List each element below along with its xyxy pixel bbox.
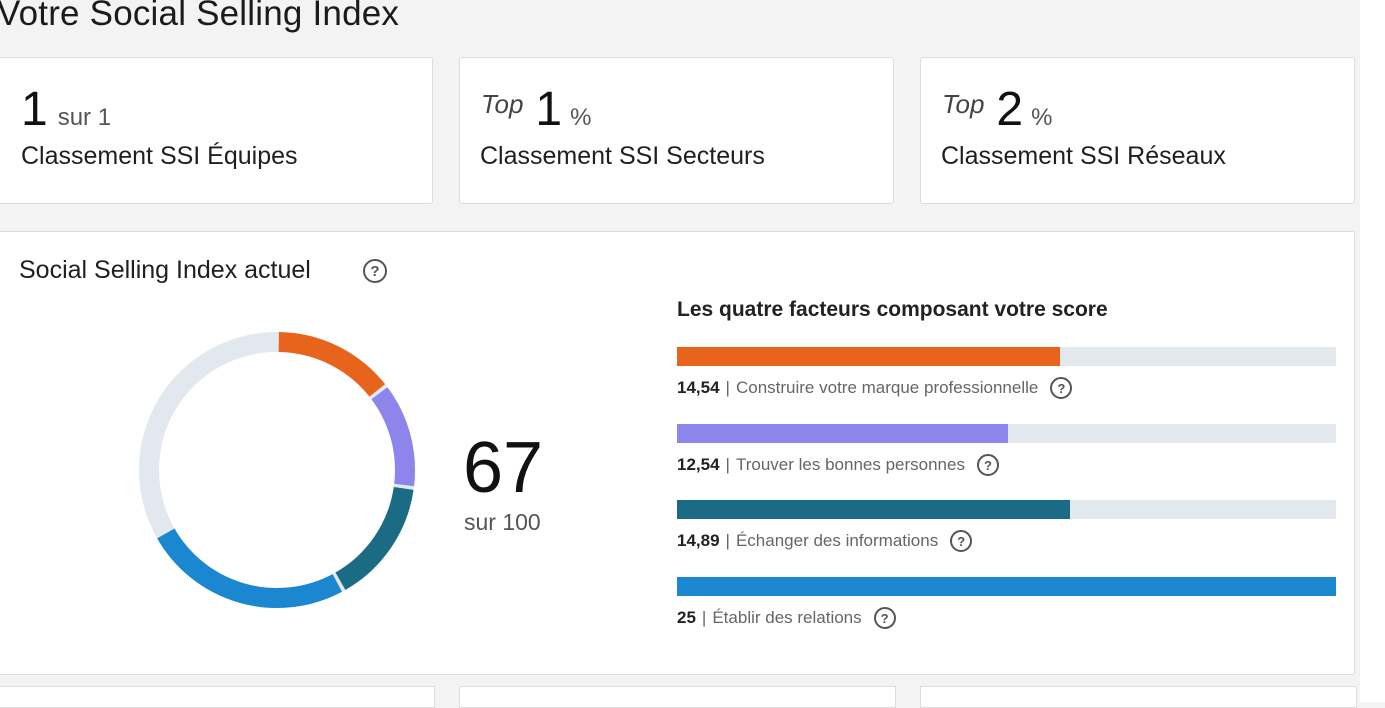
ssi-donut-chart [139, 332, 415, 608]
page-title: Votre Social Selling Index [0, 0, 400, 33]
separator: | [701, 608, 707, 627]
ranking-number: 2 [996, 83, 1024, 136]
factor-label: 12,54 | Trouver les bonnes personnes? [677, 454, 999, 476]
question-circle-icon[interactable]: ? [976, 454, 999, 476]
scroll-gutter [1360, 0, 1385, 702]
ssi-card: Social Selling Index actuel ? 67 sur 100… [0, 231, 1355, 675]
ranking-suffix: % [1031, 104, 1053, 131]
donut-segment [335, 486, 414, 590]
factor-label: 25 | Établir des relations? [677, 607, 896, 629]
ranking-suffix: % [570, 104, 592, 131]
factor-label: 14,54 | Construire votre marque profession… [677, 377, 1073, 399]
factor-bar-fill [677, 424, 1008, 443]
next-card-peek [459, 686, 896, 708]
ranking-value: 1 sur 1 [21, 86, 111, 134]
next-card-peek [920, 686, 1357, 708]
separator: | [725, 531, 730, 550]
donut-segment [371, 387, 415, 487]
ranking-value: Top 1 % [481, 86, 591, 134]
factor-label: 14,89 | Échanger des informations? [677, 530, 973, 552]
ssi-score: 67 [463, 428, 544, 508]
ranking-prefix: Top [481, 89, 524, 119]
factors-title: Les quatre facteurs composant votre scor… [677, 298, 1108, 321]
factor-value: 25 [677, 608, 696, 627]
factor-name: Trouver les bonnes personnes [735, 455, 965, 474]
donut-segment [278, 332, 386, 397]
next-card-peek [0, 686, 435, 708]
ranking-card-sectors: Top 1 % Classement SSI Secteurs [459, 57, 894, 204]
separator: | [725, 378, 730, 397]
ranking-suffix: sur 1 [57, 104, 112, 131]
ranking-label: Classement SSI Secteurs [480, 142, 765, 170]
ranking-value: Top 2 % [942, 86, 1052, 134]
factor-name: Échanger des informations [735, 531, 939, 550]
factor-bar-track [677, 500, 1336, 519]
ranking-label: Classement SSI Équipes [21, 142, 298, 170]
question-circle-icon[interactable]: ? [950, 530, 973, 552]
factor-bar-fill [677, 347, 1061, 366]
factor-name: Construire votre marque professionnelle [735, 378, 1039, 397]
separator: | [725, 455, 730, 474]
factor-value: 14,89 [677, 531, 720, 550]
factor-bar-fill [677, 577, 1336, 596]
ranking-number: 1 [535, 83, 563, 136]
ranking-prefix: Top [942, 89, 985, 119]
factor-bar-fill [677, 500, 1070, 519]
donut-segment [157, 528, 343, 608]
factor-bar-track [677, 577, 1336, 596]
factor-name: Établir des relations [712, 608, 862, 627]
factor-value: 14,54 [677, 378, 720, 397]
question-circle-icon[interactable]: ? [363, 259, 387, 283]
ranking-label: Classement SSI Réseaux [941, 142, 1226, 170]
question-circle-icon[interactable]: ? [1050, 377, 1073, 399]
factor-bar-track [677, 424, 1336, 443]
ranking-number: 1 [21, 83, 48, 136]
ranking-card-teams: 1 sur 1 Classement SSI Équipes [0, 57, 433, 204]
question-circle-icon[interactable]: ? [873, 607, 896, 629]
factor-value: 12,54 [677, 455, 720, 474]
ssi-title: Social Selling Index actuel [19, 256, 311, 284]
ranking-card-networks: Top 2 % Classement SSI Réseaux [920, 57, 1355, 204]
ssi-score-suffix: sur 100 [464, 509, 541, 535]
factor-bar-track [677, 347, 1336, 366]
